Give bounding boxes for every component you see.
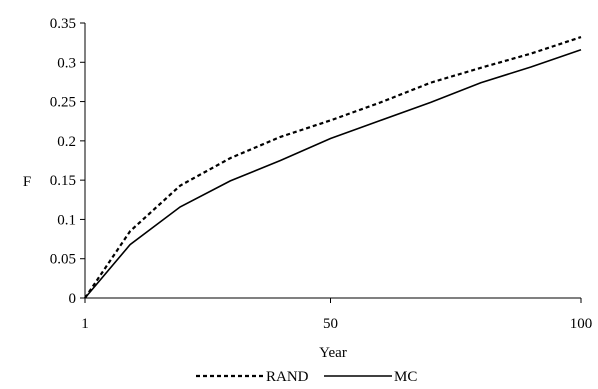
y-tick-label: 0.2 bbox=[57, 134, 76, 150]
x-axis-title: Year bbox=[319, 345, 347, 361]
series-line-rand bbox=[84, 36, 582, 299]
legend: RAND MC bbox=[196, 369, 417, 385]
series-layer bbox=[84, 36, 582, 299]
y-tick-label: 0.35 bbox=[50, 16, 76, 32]
y-axis-ticks: 0 0.05 0.1 0.15 0.2 0.25 0.3 0.35 bbox=[50, 16, 85, 307]
y-tick-label: 0.3 bbox=[57, 55, 76, 71]
x-tick-label: 1 bbox=[81, 316, 89, 332]
x-tick-label: 50 bbox=[323, 316, 338, 332]
axes bbox=[84, 23, 581, 299]
x-axis-ticks: 1 50 100 bbox=[81, 298, 592, 332]
legend-label-rand: RAND bbox=[266, 369, 309, 385]
y-tick-label: 0.1 bbox=[57, 212, 76, 228]
legend-label-mc: MC bbox=[394, 369, 417, 385]
y-tick-label: 0 bbox=[69, 291, 77, 307]
y-tick-label: 0.25 bbox=[50, 95, 76, 111]
y-tick-label: 0.05 bbox=[50, 252, 76, 268]
series-line-mc bbox=[84, 48, 582, 299]
y-tick-label: 0.15 bbox=[50, 173, 76, 189]
x-tick-label: 100 bbox=[570, 316, 593, 332]
y-axis-title: F bbox=[23, 174, 31, 190]
